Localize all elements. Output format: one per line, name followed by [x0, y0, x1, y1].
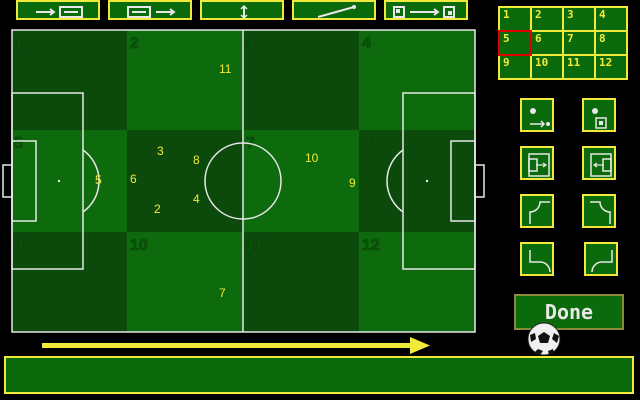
pitch-zone-label: 6	[130, 135, 139, 152]
zone-cell-label: 5	[503, 32, 510, 45]
pitch-zone-label: 5	[14, 135, 23, 152]
zone-cell-label: 1	[503, 8, 510, 21]
pitch-zone-label: 8	[362, 135, 371, 152]
pitch-zone-label: 10	[130, 237, 148, 254]
zone-cell[interactable]: 11	[562, 54, 596, 80]
pitch-zone-label: 3	[246, 35, 255, 52]
pitch-zone-2	[127, 30, 243, 130]
zone-cell-label: 4	[599, 8, 606, 21]
corner-top-right-icon	[590, 201, 611, 224]
player-marker: 6	[130, 172, 137, 186]
ball-to-zone-button[interactable]	[582, 98, 616, 132]
football-icon	[527, 322, 561, 356]
right-goal-icon	[590, 153, 612, 177]
pitch-zone-label: 4	[362, 35, 371, 52]
box-to-box-button[interactable]	[384, 0, 468, 20]
pitch-zone-6	[127, 130, 243, 232]
corner-bottom-left-icon	[529, 250, 551, 273]
timeline-arrow	[42, 337, 430, 354]
pitch-zone-label: 2	[130, 35, 139, 52]
pitch-zone-label: 1	[14, 35, 23, 52]
corner-top-left-icon	[529, 201, 550, 224]
player-marker: 10	[305, 151, 319, 165]
zone-cell-label: 2	[535, 8, 542, 21]
box-to-box-icon	[393, 6, 455, 18]
move-into-box-button[interactable]	[16, 0, 100, 20]
right-penalty-spot	[425, 179, 429, 183]
pitch-zone-labels: 1 2 3 4 5 6 7 8 9 10 11 12	[14, 35, 380, 255]
pitch-zone-3	[243, 30, 359, 130]
zone-cell[interactable]: 6	[530, 30, 564, 56]
player-marker: 9	[349, 176, 356, 190]
ball-to-player-button[interactable]	[520, 98, 554, 132]
zone-cell-selected[interactable]: 5	[498, 30, 532, 56]
pitch-lines	[2, 29, 485, 333]
left-penalty-spot	[57, 179, 61, 183]
vertical-arrow-icon	[240, 4, 248, 20]
pitch-zone-8	[359, 130, 475, 232]
zone-cell[interactable]: 12	[594, 54, 628, 80]
zone-cell[interactable]: 8	[594, 30, 628, 56]
zone-cell-label: 12	[599, 56, 613, 69]
pitch-zone-1	[12, 30, 127, 130]
diagonal-line-button[interactable]	[292, 0, 376, 20]
pitch-zone-label: 12	[362, 237, 380, 254]
corner-bottom-right-icon	[591, 250, 613, 273]
zone-cell-label: 10	[535, 56, 549, 69]
corner-bottom-left-button[interactable]	[520, 242, 554, 276]
player-marker: 8	[193, 153, 200, 167]
done-button[interactable]: Done	[514, 294, 624, 330]
player-marker: 4	[193, 192, 200, 206]
zone-cell-label: 9	[503, 56, 510, 69]
zone-selector-grid: 1 2 3 4 5 6 7 8 9 10 11 12	[498, 6, 628, 80]
zone-cell[interactable]: 3	[562, 6, 596, 32]
message-bar	[4, 356, 634, 394]
ball-arrow-icon	[530, 108, 550, 128]
player-marker: 3	[157, 144, 164, 158]
ball-box-icon	[592, 108, 607, 129]
move-out-of-box-button[interactable]	[108, 0, 192, 20]
zone-cell-label: 6	[535, 32, 542, 45]
pitch-zone-11	[243, 232, 359, 332]
player-marker: 11	[219, 62, 232, 76]
left-goal-icon	[528, 153, 550, 177]
corner-top-left-button[interactable]	[520, 194, 554, 228]
zone-cell-label: 3	[567, 8, 574, 21]
corner-bottom-right-button[interactable]	[584, 242, 618, 276]
right-goal-view-button[interactable]	[582, 146, 616, 180]
zone-cell[interactable]: 1	[498, 6, 532, 32]
zone-cell[interactable]: 7	[562, 30, 596, 56]
zone-cell-label: 11	[567, 56, 581, 69]
pitch-zone-12	[359, 232, 475, 332]
pitch-zone-label: 9	[14, 237, 23, 254]
zone-cell-label: 8	[599, 32, 606, 45]
pitch-zone-9	[12, 232, 127, 332]
vertical-move-button[interactable]	[200, 0, 284, 20]
pitch-zone-label: 11	[246, 237, 263, 254]
left-goal-view-button[interactable]	[520, 146, 554, 180]
pitch-zone-4	[359, 30, 475, 130]
zone-cell[interactable]: 9	[498, 54, 532, 80]
zone-cell[interactable]: 4	[594, 6, 628, 32]
player-marker: 5	[95, 173, 102, 187]
move-into-box-icon	[36, 6, 83, 18]
zone-cell[interactable]: 10	[530, 54, 564, 80]
pitch-zone-10	[127, 232, 243, 332]
player-marker: 7	[219, 286, 226, 300]
corner-top-right-button[interactable]	[582, 194, 616, 228]
diagonal-line-icon	[317, 5, 356, 18]
pitch-zone-7	[243, 130, 359, 232]
zone-cell-label: 7	[567, 32, 574, 45]
done-label: Done	[544, 300, 594, 324]
zone-cell[interactable]: 2	[530, 6, 564, 32]
player-marker: 2	[154, 202, 161, 216]
player-markers[interactable]: 11 3 8 10 5 6 9 4 2 7	[95, 62, 356, 300]
move-out-of-box-icon	[127, 6, 176, 18]
pitch-zone-5	[12, 130, 127, 232]
